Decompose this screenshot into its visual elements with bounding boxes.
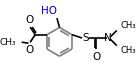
Text: O: O xyxy=(25,45,33,55)
Text: O: O xyxy=(25,15,33,24)
Text: O: O xyxy=(92,52,101,62)
Text: CH₃: CH₃ xyxy=(120,46,136,56)
Text: CH₃: CH₃ xyxy=(0,38,17,47)
Text: N: N xyxy=(104,33,112,43)
Text: HO: HO xyxy=(41,6,57,17)
Text: S: S xyxy=(82,33,89,43)
Text: CH₃: CH₃ xyxy=(120,21,136,30)
